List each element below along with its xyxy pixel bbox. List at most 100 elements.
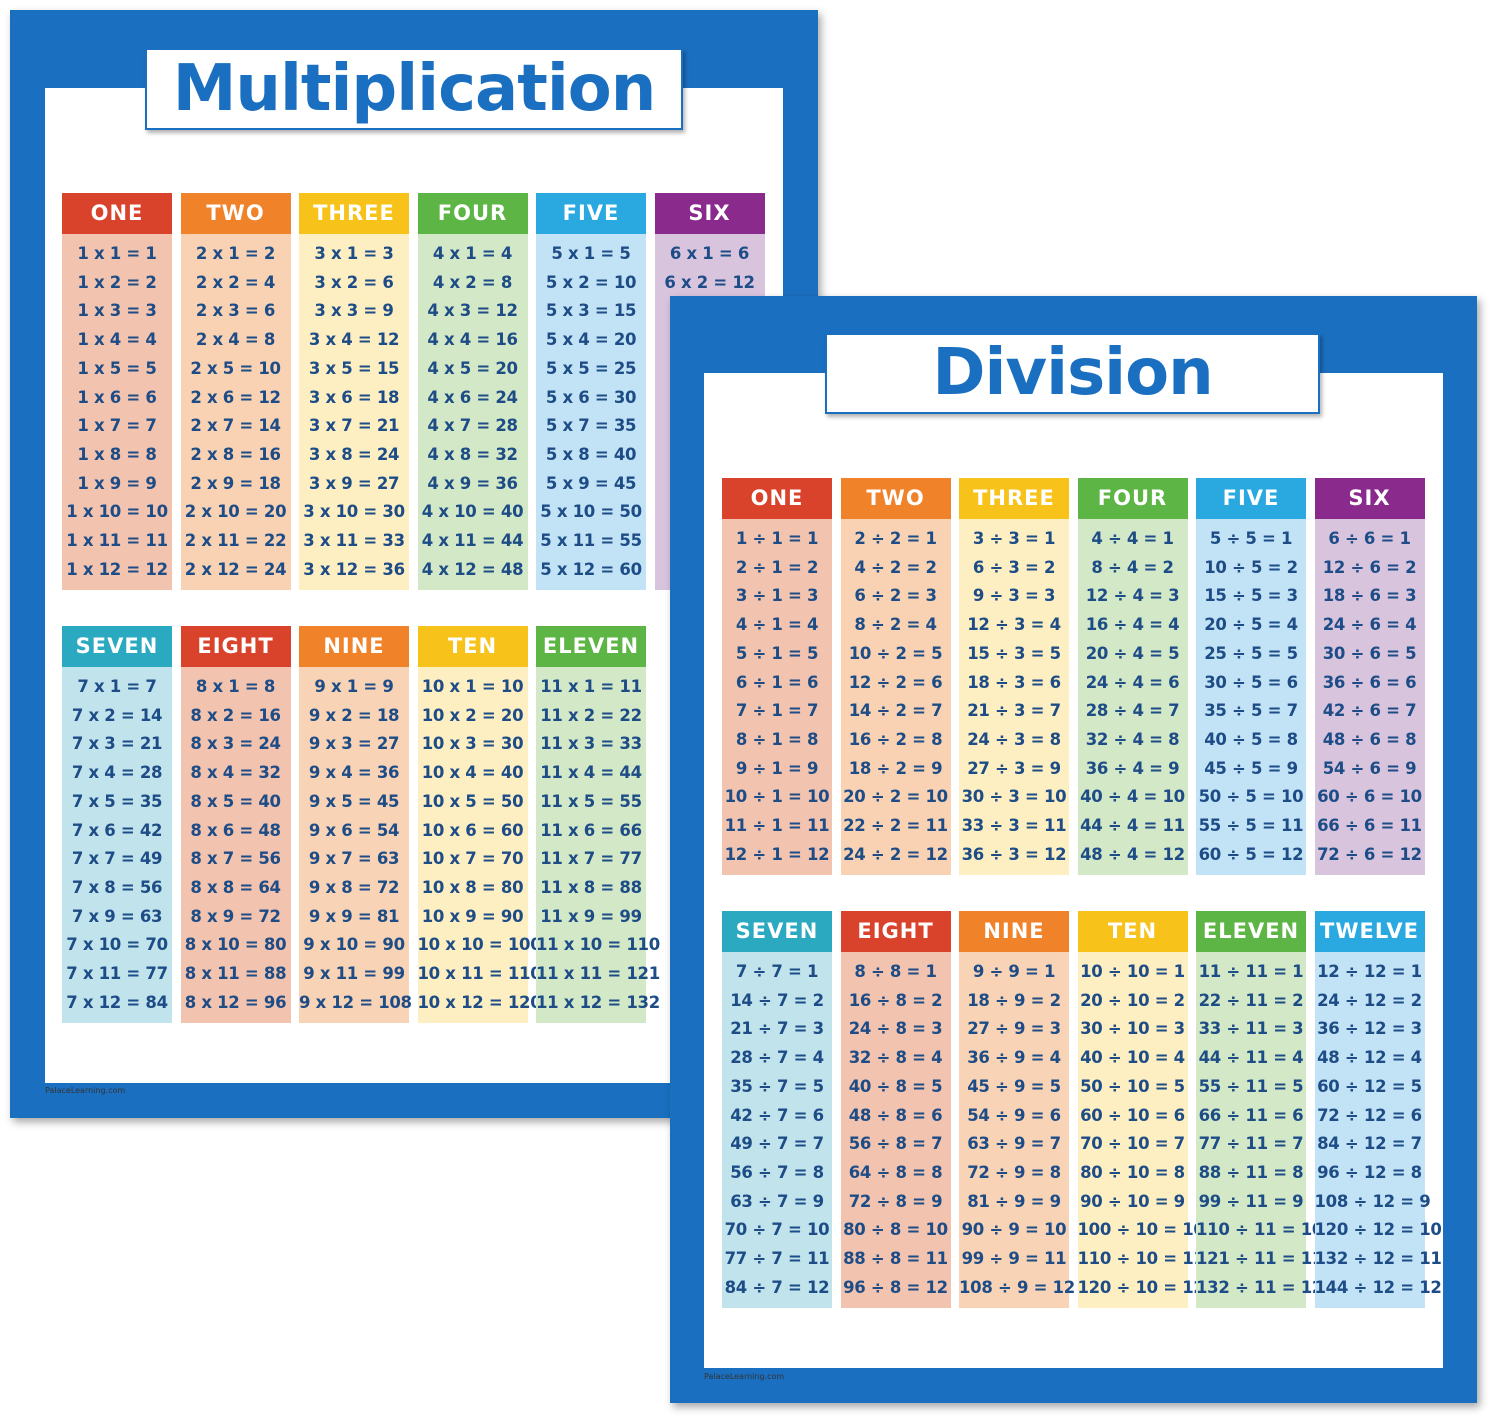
- fact: 60 ÷ 10 = 6: [1080, 1105, 1185, 1125]
- fact: 10 x 5 = 50: [421, 791, 524, 811]
- fact: 7 x 1 = 7: [77, 677, 157, 696]
- column-header: THREE: [299, 193, 409, 234]
- fact: 2 x 8 = 16: [190, 444, 281, 464]
- fact: 120 ÷ 12 = 10: [1314, 1220, 1442, 1240]
- column-body: [62, 234, 172, 590]
- column-body: [417, 234, 528, 590]
- fact: 8 ÷ 8 = 1: [854, 962, 937, 981]
- fact: 66 ÷ 11 = 6: [1198, 1105, 1304, 1125]
- fact: 54 ÷ 6 = 9: [1322, 758, 1417, 778]
- table-column: EIGHT 8 x 1 = 8 8 x 2 = 16 8 x 3 = 24 8 x 4 …: [180, 626, 291, 1023]
- fact: 7 x 10 = 70: [66, 935, 168, 955]
- fact: 1 x 1 = 1: [77, 244, 157, 263]
- fact: 4 x 10 = 40: [421, 502, 524, 522]
- fact: 4 x 7 = 28: [427, 416, 518, 436]
- fact: 9 ÷ 1 = 9: [735, 758, 819, 778]
- fact: 1 x 4 = 4: [77, 330, 157, 350]
- fact: 72 ÷ 9 = 8: [967, 1162, 1061, 1182]
- fact: 45 ÷ 9 = 5: [967, 1076, 1061, 1096]
- fact: 10 x 1 = 10: [421, 677, 524, 696]
- fact: 9 x 11 = 99: [303, 964, 405, 983]
- fact: 2 x 5 = 10: [190, 358, 281, 378]
- fact: 48 ÷ 4 = 12: [1080, 844, 1185, 864]
- fact: 10 x 3 = 30: [421, 734, 524, 754]
- fact: 9 x 2 = 18: [308, 705, 400, 725]
- fact: 1 x 11 = 11: [66, 531, 168, 550]
- poster-title: Division: [825, 333, 1320, 414]
- fact: 7 x 9 = 63: [71, 906, 163, 926]
- fact: 3 x 10 = 30: [303, 502, 405, 522]
- fact: 6 ÷ 2 = 3: [854, 586, 937, 606]
- fact: 2 x 11 = 22: [184, 531, 287, 550]
- fact: 40 ÷ 5 = 8: [1204, 729, 1298, 749]
- fact: 88 ÷ 8 = 11: [843, 1249, 948, 1268]
- fact: 4 ÷ 1 = 4: [735, 615, 819, 635]
- fact: 3 x 3 = 9: [314, 301, 394, 321]
- table-column: THREE 3 x 1 = 3 3 x 2 = 6 3 x 3 = 9 3 x 4 = …: [299, 193, 409, 590]
- fact: 4 x 3 = 12: [427, 301, 518, 321]
- column-header: TEN: [417, 626, 528, 667]
- fact: 25 ÷ 5 = 5: [1204, 643, 1298, 663]
- fact: 36 ÷ 3 = 12: [961, 844, 1067, 864]
- fact: 8 x 5 = 40: [190, 791, 281, 811]
- fact: 4 x 1 = 4: [432, 244, 513, 263]
- fact: 3 x 1 = 3: [314, 244, 394, 263]
- fact: 20 ÷ 4 = 5: [1085, 643, 1180, 663]
- fact: 5 x 2 = 10: [545, 272, 637, 292]
- fact: 2 x 6 = 12: [190, 387, 281, 407]
- fact: 10 x 7 = 70: [421, 849, 524, 869]
- fact: 11 ÷ 1 = 11: [724, 816, 830, 835]
- table-column: TWO 2 x 1 = 2 2 x 2 = 4 2 x 3 = 6 2 x 4 = 8 2…: [180, 193, 291, 590]
- column-header: FOUR: [1077, 478, 1188, 519]
- fact: 55 ÷ 11 = 5: [1198, 1076, 1304, 1096]
- fact: 33 ÷ 11 = 3: [1198, 1019, 1304, 1039]
- fact: 32 ÷ 8 = 4: [848, 1048, 943, 1068]
- fact: 2 x 9 = 18: [190, 473, 281, 493]
- fact: 4 x 12 = 48: [421, 559, 524, 579]
- fact: 84 ÷ 7 = 12: [724, 1277, 830, 1297]
- column-header: FIVE: [1196, 478, 1306, 519]
- table-column: FOUR 4 ÷ 4 = 1 8 ÷ 4 = 2 12 ÷ 4 = 3 16 ÷ 4 =…: [1077, 478, 1188, 875]
- fact: 56 ÷ 8 = 7: [848, 1134, 943, 1154]
- fact: 6 ÷ 6 = 1: [1328, 529, 1411, 548]
- fact: 11 x 4 = 44: [540, 763, 642, 783]
- fact: 9 ÷ 9 = 1: [972, 962, 1056, 981]
- fact: 5 x 8 = 40: [545, 444, 637, 464]
- column-header: SEVEN: [722, 911, 832, 952]
- fact: 144 ÷ 12 = 12: [1314, 1277, 1442, 1297]
- column-body: [536, 667, 646, 1023]
- fact: 8 x 11 = 88: [184, 964, 287, 983]
- table-column: SEVEN 7 x 1 = 7 7 x 2 = 14 7 x 3 = 21 7 x 4 …: [62, 626, 172, 1023]
- fact: 9 x 4 = 36: [308, 763, 400, 783]
- column-header: ELEVEN: [536, 626, 646, 667]
- fact: 10 x 12 = 120: [417, 992, 542, 1012]
- fact: 66 ÷ 6 = 11: [1317, 816, 1422, 835]
- fact: 80 ÷ 10 = 8: [1080, 1162, 1185, 1182]
- table-column: THREE 3 ÷ 3 = 1 6 ÷ 3 = 2 9 ÷ 3 = 3 12 ÷ 3 =…: [959, 478, 1069, 875]
- fact: 108 ÷ 12 = 9: [1314, 1191, 1431, 1211]
- fact: 7 x 4 = 28: [71, 763, 163, 783]
- fact: 7 x 2 = 14: [71, 705, 163, 725]
- fact: 2 x 10 = 20: [184, 502, 287, 522]
- fact: 4 x 8 = 32: [427, 444, 518, 464]
- fact: 5 ÷ 1 = 5: [735, 643, 819, 663]
- fact: 60 ÷ 5 = 12: [1198, 844, 1304, 864]
- column-header: SIX: [654, 193, 765, 234]
- fact: 14 ÷ 7 = 2: [730, 990, 824, 1010]
- column-body: [840, 519, 951, 875]
- table-column: ONE 1 x 1 = 1 1 x 2 = 2 1 x 3 = 3 1 x 4 = 4 1…: [62, 193, 172, 590]
- fact: 1 x 7 = 7: [77, 416, 157, 436]
- footer: PalaceLearning.com: [704, 1372, 785, 1381]
- fact: 21 ÷ 3 = 7: [967, 701, 1061, 721]
- column-header: FOUR: [417, 193, 528, 234]
- fact: 11 x 1 = 11: [540, 677, 642, 696]
- fact: 10 x 4 = 40: [421, 763, 524, 783]
- fact: 10 ÷ 5 = 2: [1204, 557, 1298, 577]
- fact: 5 x 6 = 30: [545, 387, 637, 407]
- fact: 72 ÷ 6 = 12: [1317, 844, 1422, 864]
- fact: 63 ÷ 9 = 7: [967, 1134, 1061, 1154]
- fact: 22 ÷ 11 = 2: [1198, 990, 1304, 1010]
- fact: 88 ÷ 11 = 8: [1198, 1162, 1304, 1182]
- fact: 28 ÷ 4 = 7: [1085, 701, 1180, 721]
